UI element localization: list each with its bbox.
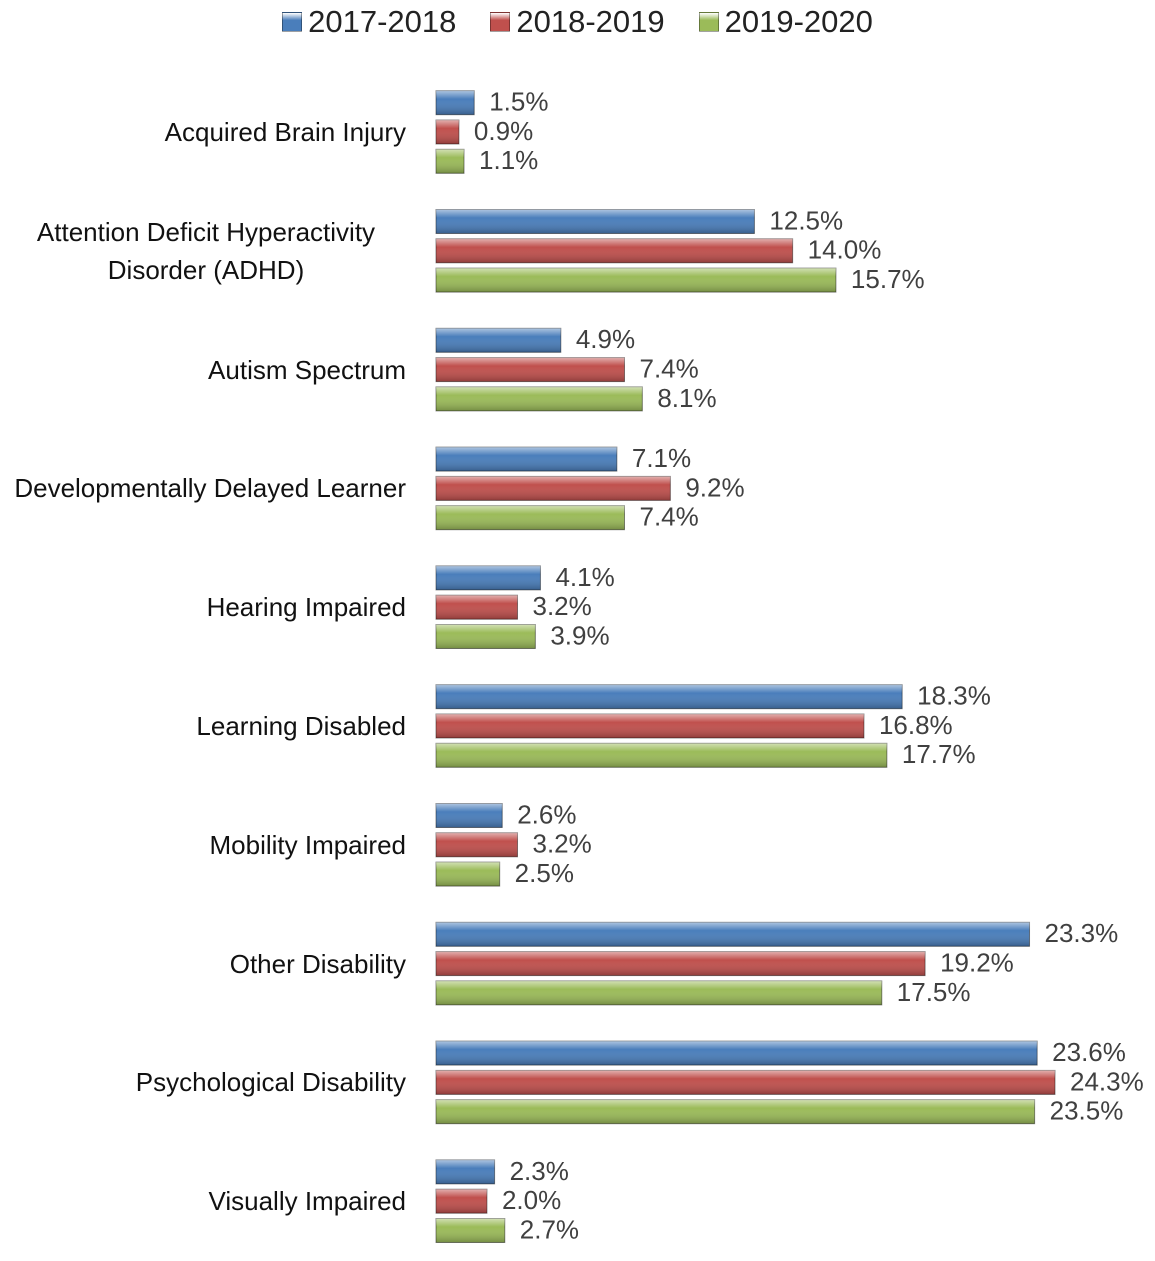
bar-shade	[436, 476, 671, 501]
data-label: 23.6%	[1052, 1037, 1126, 1067]
data-label: 3.2%	[533, 591, 592, 621]
bar-shade	[436, 505, 625, 530]
data-label: 15.7%	[851, 264, 925, 294]
bar-shade	[436, 447, 617, 472]
bar-shade	[436, 1070, 1055, 1095]
bar-shade	[436, 1041, 1038, 1066]
bar-shade	[436, 951, 926, 976]
legend-swatch	[698, 12, 719, 32]
category-label: Visually Impaired	[6, 1141, 406, 1261]
category-label: Other Disability	[6, 904, 406, 1024]
legend-label: 2017-2018	[308, 4, 457, 39]
category-text: Psychological Disability	[135, 1067, 406, 1098]
bar-shade	[436, 832, 518, 857]
bar-shade	[436, 1099, 1035, 1124]
legend-swatch	[282, 12, 303, 32]
category-text: Learning Disabled	[196, 711, 406, 741]
legend-label: 2019-2020	[724, 4, 873, 39]
bar-shade	[436, 862, 500, 887]
category-label: Learning Disabled	[6, 666, 406, 786]
bar-shade	[436, 328, 561, 353]
data-label: 1.1%	[479, 145, 538, 175]
data-label: 1.5%	[489, 87, 548, 117]
legend: 2017-2018 2018-2019 2019-2020	[0, 4, 1155, 40]
bar-shade	[436, 743, 887, 768]
legend-item: 2017-2018	[282, 4, 456, 40]
data-label: 7.1%	[632, 443, 691, 473]
category-text: Visually Impaired	[208, 1186, 406, 1217]
bar-shade	[436, 624, 536, 649]
bar-shade	[436, 209, 755, 234]
bar-shade	[436, 684, 903, 709]
data-label: 12.5%	[769, 205, 843, 235]
category-label: Autism Spectrum	[6, 310, 406, 430]
category-label: Psychological Disability	[6, 1022, 406, 1142]
data-label: 7.4%	[640, 502, 699, 532]
data-label: 3.2%	[533, 829, 592, 859]
category-label: Attention Deficit Hyperactivity Disorder…	[6, 191, 406, 311]
category-text: Acquired Brain Injury	[164, 117, 406, 147]
category-label: Developmentally Delayed Learner	[6, 428, 406, 548]
category-label: Hearing Impaired	[6, 547, 406, 667]
data-label: 4.9%	[576, 324, 635, 354]
bar-shade	[436, 565, 541, 590]
bar-shade	[436, 980, 882, 1005]
data-label: 23.3%	[1045, 918, 1119, 948]
bar-shade	[436, 803, 503, 828]
legend-item: 2018-2019	[490, 4, 665, 40]
category-text: Other Disability	[229, 948, 406, 979]
data-label: 16.8%	[879, 710, 953, 740]
legend-label: 2018-2019	[516, 4, 665, 39]
data-label: 18.3%	[917, 681, 991, 711]
data-label: 8.1%	[657, 383, 716, 413]
data-label: 19.2%	[940, 947, 1014, 977]
category-text: Hearing Impaired	[206, 592, 406, 623]
category-text: Attention Deficit Hyperactivity Disorder…	[36, 216, 376, 285]
data-label: 2.6%	[517, 799, 576, 829]
bar-shade	[436, 714, 864, 738]
data-label: 2.0%	[502, 1185, 561, 1215]
data-label: 14.0%	[808, 235, 882, 265]
data-label: 0.9%	[474, 116, 533, 146]
bar-shade	[436, 595, 518, 620]
bar-shade	[436, 268, 836, 293]
category-text: Mobility Impaired	[209, 829, 406, 860]
bar-shade	[436, 1189, 487, 1214]
bar-shade	[436, 1159, 495, 1184]
legend-item: 2019-2020	[698, 4, 873, 40]
data-label: 4.1%	[555, 562, 614, 592]
category-label: Acquired Brain Injury	[6, 72, 406, 192]
bar-shade	[436, 120, 459, 144]
data-label: 2.3%	[510, 1156, 569, 1186]
legend-swatch	[490, 12, 511, 32]
bar-shade	[436, 922, 1030, 947]
bar-shade	[436, 386, 643, 411]
data-label: 2.7%	[520, 1214, 579, 1243]
data-label: 17.5%	[897, 977, 971, 1007]
bar-shade	[436, 149, 465, 174]
data-label: 3.9%	[550, 620, 609, 650]
category-text: Developmentally Delayed Learner	[14, 473, 406, 504]
bar-shade	[436, 1218, 505, 1243]
data-label: 7.4%	[640, 353, 699, 383]
data-label: 24.3%	[1070, 1066, 1144, 1096]
bar-shade	[436, 357, 625, 382]
data-label: 17.7%	[902, 739, 976, 769]
bar-shade	[436, 238, 793, 263]
data-label: 9.2%	[685, 472, 744, 502]
data-label: 2.5%	[515, 858, 574, 888]
category-text: Autism Spectrum	[208, 354, 406, 385]
category-label: Mobility Impaired	[6, 785, 406, 905]
bar-shade	[436, 90, 475, 115]
data-label: 23.5%	[1050, 1096, 1124, 1126]
